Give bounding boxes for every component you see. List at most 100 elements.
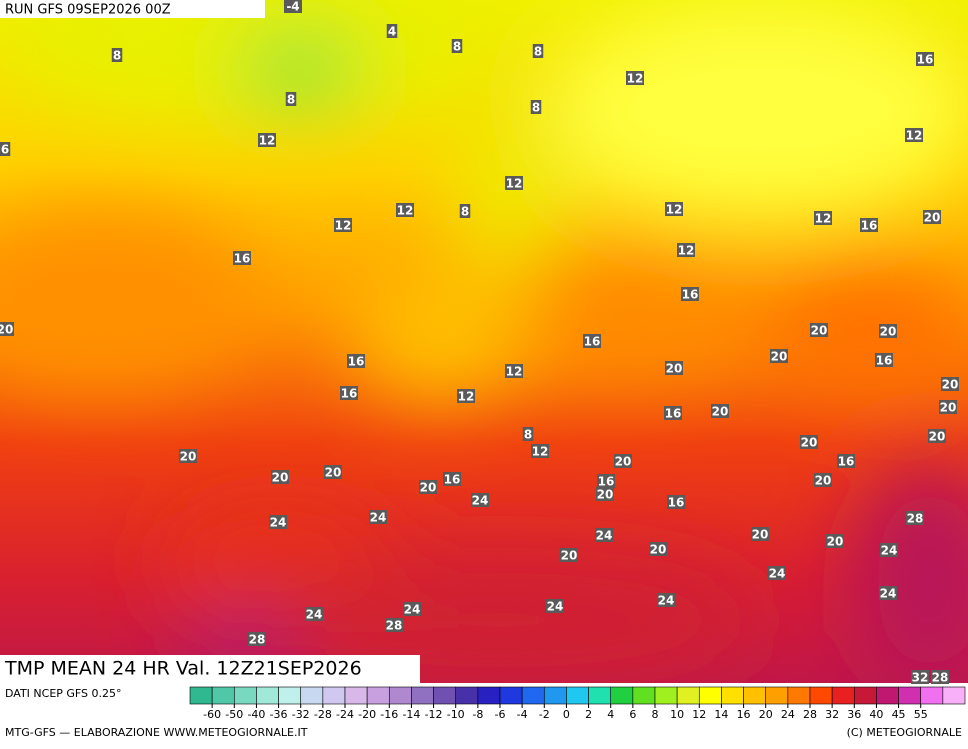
colorbar-tick-label: -4 (517, 708, 528, 721)
contour-label: 20 (666, 362, 683, 376)
contour-label-box (928, 429, 946, 443)
title-box (0, 655, 420, 683)
contour-label: 16 (598, 475, 615, 489)
contour-label: 16 (682, 288, 699, 302)
contour-label: 12 (397, 204, 414, 218)
contour-label: 16 (838, 455, 855, 469)
colorbar-tick-label: 55 (914, 708, 928, 721)
contour-label-box (396, 203, 414, 217)
contour-label: 20 (880, 325, 897, 339)
contour-label: 12 (506, 177, 523, 191)
colorbar-tick-label: 32 (825, 708, 839, 721)
contour-label: 28 (932, 671, 949, 685)
contour-label-box (860, 218, 878, 232)
contour-label-box (614, 454, 632, 468)
run-label: RUN GFS 09SEP2026 00Z (5, 3, 171, 18)
contour-label: 16 (341, 387, 358, 401)
colorbar-tick-label: -36 (270, 708, 288, 721)
contour-label: 16 (348, 355, 365, 369)
contour-label-box (665, 361, 683, 375)
colorbar-cell (521, 686, 545, 705)
contour-label-box (269, 515, 287, 529)
contour-label: 20 (272, 471, 289, 485)
contour-label-box (677, 243, 695, 257)
colorbar-tick-label: 16 (737, 708, 751, 721)
contour-label: 12 (678, 244, 695, 258)
contour-label-box (532, 44, 544, 58)
colorbar-cell (499, 686, 523, 705)
contour-label: 8 (461, 205, 469, 219)
colorbar-cell (477, 686, 501, 705)
colorbar-tick-label: -6 (495, 708, 506, 721)
contour-label-box (814, 211, 832, 225)
contour-label: 12 (259, 134, 276, 148)
colorbar-cell (787, 686, 811, 705)
contour-label-box (665, 202, 683, 216)
contour-label-box (0, 142, 11, 156)
contour-label-box (814, 473, 832, 487)
contour-label-box (879, 324, 897, 338)
colorbar-cell (189, 686, 213, 705)
contour-label-box (340, 386, 358, 400)
contour-label: 20 (929, 430, 946, 444)
colorbar-cell (721, 686, 744, 705)
colorbar-cell (610, 686, 634, 705)
contour-label: 6 (1, 143, 9, 157)
contour-label: 8 (524, 428, 532, 442)
contour-label: 20 (815, 474, 832, 488)
colorbar-cell (543, 686, 567, 705)
contour-label-box (923, 210, 941, 224)
contour-label: 8 (532, 101, 540, 115)
contour-label-box (875, 353, 893, 367)
contour-label: 20 (180, 450, 197, 464)
contour-label-box (505, 364, 523, 378)
colorbar-cell (455, 686, 479, 705)
contour-label: 12 (532, 445, 549, 459)
contour-label: 24 (769, 567, 786, 581)
colorbar-cell (366, 686, 390, 705)
contour-label: 16 (234, 252, 251, 266)
colorbar-cell (831, 686, 855, 705)
contour-label-box (879, 586, 897, 600)
contour-label: 24 (270, 516, 287, 530)
colorbar-tick-label: 36 (847, 708, 861, 721)
contour-label: 12 (815, 212, 832, 226)
colorbar-cell (809, 686, 833, 705)
contour-label-box (810, 323, 828, 337)
colorbar-cell (256, 686, 279, 705)
colorbar-cell (765, 686, 789, 705)
colorbar-tick-label: -60 (203, 708, 221, 721)
copyright-label: (C) METEOGIORNALE (847, 726, 962, 739)
contour-label: 8 (453, 40, 461, 54)
colorbar-cell (211, 686, 235, 705)
contour-label-box (597, 474, 615, 488)
colorbar-tick-label: -24 (336, 708, 354, 721)
colorbar-tick-label: -28 (314, 708, 332, 721)
contour-label: 20 (712, 405, 729, 419)
colorbar-tick-label: -50 (225, 708, 243, 721)
contour-label: 28 (249, 633, 266, 647)
contour-label: 8 (113, 49, 121, 63)
contour-label-box (800, 435, 818, 449)
colorbar-tick-label: 28 (803, 708, 817, 721)
contour-label-box (248, 632, 266, 646)
colorbar-tick-label: -8 (472, 708, 483, 721)
contour-label: 20 (325, 466, 342, 480)
contour-label-box (0, 322, 14, 336)
colorbar-tick-label: 14 (714, 708, 728, 721)
colorbar-cell (676, 686, 700, 705)
contour-label-box (285, 92, 297, 106)
contour-label-box (681, 287, 699, 301)
contour-label-box (583, 334, 601, 348)
contour-label-box (905, 128, 923, 142)
colorbar-cell (322, 686, 346, 705)
contour-label: 20 (0, 323, 13, 337)
colorbar-cell (344, 686, 368, 705)
contour-label: 24 (404, 603, 421, 617)
colorbar-tick-label: 4 (607, 708, 614, 721)
colorbar-tick-label: -10 (447, 708, 465, 721)
contour-label-box (939, 400, 957, 414)
colorbar-tick-label: -2 (539, 708, 550, 721)
